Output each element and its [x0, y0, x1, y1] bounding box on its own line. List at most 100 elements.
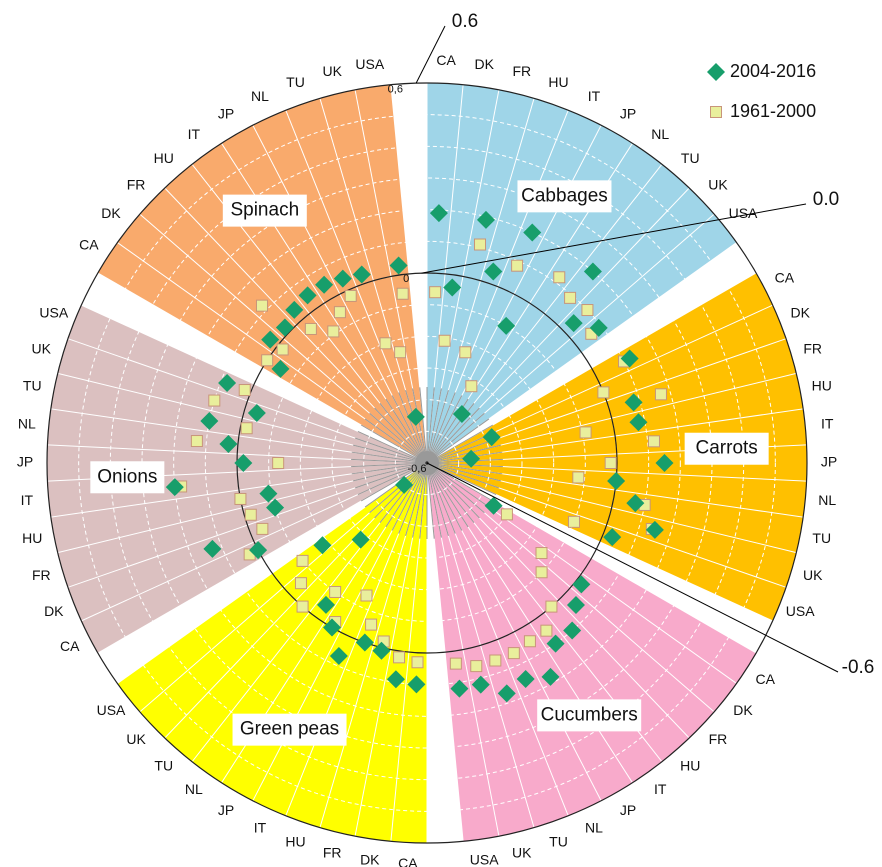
category-label: NL [585, 819, 603, 835]
category-label: JP [620, 106, 636, 122]
category-label: UK [803, 567, 823, 583]
center-spoke [412, 462, 428, 538]
category-label: IT [188, 126, 201, 142]
category-label: HU [548, 74, 568, 90]
category-label: IT [588, 88, 601, 104]
category-label: USA [470, 852, 499, 867]
diamond-point [259, 484, 278, 503]
square-point [329, 585, 342, 598]
square-point [449, 657, 462, 670]
diamond-point [476, 210, 495, 229]
category-label: CA [755, 671, 775, 687]
annotation-label: 0.6 [452, 11, 478, 32]
square-point [647, 435, 660, 448]
square-point [240, 422, 253, 435]
square-point [393, 651, 406, 664]
diamond-point [249, 541, 268, 560]
square-point [379, 337, 392, 350]
annotation-label: -0.6 [842, 657, 875, 678]
diamond-point [583, 262, 602, 281]
square-point [296, 600, 309, 613]
square-point [567, 515, 580, 528]
square-point [296, 554, 309, 567]
legend-label: 1961-2000 [730, 101, 816, 121]
center-spoke [419, 387, 428, 464]
diamond-point [443, 278, 462, 297]
tick-ring [46, 82, 808, 844]
group-label: Green peas [240, 719, 339, 740]
category-label: UK [32, 340, 52, 356]
annotation-line [421, 203, 807, 274]
group-label: Cucumbers [541, 704, 638, 725]
category-label: JP [17, 454, 33, 470]
square-point [470, 660, 483, 673]
diamond-point [566, 596, 585, 615]
center-spoke [405, 462, 428, 537]
category-label: NL [818, 492, 836, 508]
square-point [581, 304, 594, 317]
diamond-point [482, 428, 501, 447]
minor-ring [331, 367, 523, 559]
square-point [564, 291, 577, 304]
diamond-point [372, 641, 391, 660]
diamond-point [462, 449, 481, 468]
square-point [604, 457, 617, 469]
category-label: TU [681, 150, 700, 166]
center-spoke [405, 389, 428, 464]
square-point [244, 508, 257, 521]
square-point [459, 346, 472, 359]
diamond-point [406, 407, 425, 426]
category-label: CA [775, 269, 795, 285]
category-label: FR [803, 340, 822, 356]
diamond-point [234, 454, 253, 472]
category-label: IT [654, 781, 667, 797]
center-spoke [426, 444, 501, 464]
category-label: DK [360, 852, 380, 867]
square-point [208, 394, 221, 407]
minor-ring [363, 399, 491, 527]
r-tick-label: -0,6 [408, 463, 427, 475]
square-point [261, 354, 274, 367]
category-label: IT [254, 819, 267, 835]
square-point [190, 435, 203, 448]
diamond-point [629, 413, 648, 432]
diamond-point [645, 520, 664, 539]
square-point [327, 325, 340, 338]
diamond-point [261, 330, 280, 349]
diamond-point [471, 675, 490, 694]
category-label: JP [620, 802, 636, 818]
category-label: FR [127, 176, 146, 192]
diamond-point [395, 475, 414, 494]
category-label: JP [218, 802, 234, 818]
square-point [507, 647, 520, 660]
center-spoke [369, 412, 428, 464]
square-point [710, 106, 722, 118]
diamond-point [266, 498, 285, 517]
square-point [545, 600, 558, 613]
square-point [276, 343, 289, 356]
diamond-point [389, 256, 408, 275]
diamond-point [541, 667, 560, 686]
center-spoke [426, 462, 463, 531]
diamond-point [589, 318, 608, 337]
r-tick-label: 0,6 [388, 84, 403, 96]
square-point [465, 380, 478, 393]
diamond-point [516, 670, 535, 689]
category-label: UK [708, 176, 728, 192]
category-label: HU [285, 834, 305, 850]
square-point [511, 259, 524, 272]
category-label: JP [821, 454, 837, 470]
sector [117, 463, 428, 843]
category-label: USA [39, 304, 68, 320]
diamond-point [355, 633, 374, 652]
category-label: HU [812, 378, 832, 394]
diamond-point [329, 646, 348, 665]
center-spoke [351, 451, 428, 464]
category-label: FR [323, 844, 342, 860]
category-label: NL [18, 415, 36, 431]
diamond-point [620, 349, 639, 368]
sector [46, 305, 427, 653]
group-label: Carrots [696, 438, 758, 459]
center-spoke [360, 462, 428, 502]
